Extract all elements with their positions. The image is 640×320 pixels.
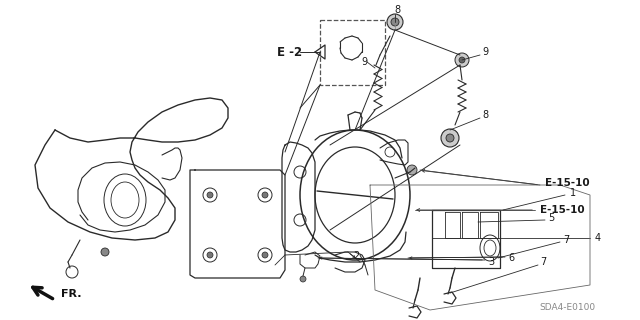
Text: E-15-10: E-15-10	[540, 205, 584, 215]
Text: FR.: FR.	[61, 289, 81, 299]
Text: E -2: E -2	[277, 45, 302, 59]
Circle shape	[387, 14, 403, 30]
Text: SDA4-E0100: SDA4-E0100	[539, 303, 595, 312]
Text: 6: 6	[508, 253, 514, 263]
Circle shape	[207, 252, 213, 258]
Circle shape	[455, 53, 469, 67]
Circle shape	[207, 192, 213, 198]
Circle shape	[391, 18, 399, 26]
Text: 8: 8	[394, 5, 400, 15]
Circle shape	[407, 165, 417, 175]
Circle shape	[300, 276, 306, 282]
Circle shape	[262, 252, 268, 258]
Text: 5: 5	[548, 213, 554, 223]
Circle shape	[459, 57, 465, 63]
Text: 8: 8	[482, 110, 488, 120]
Circle shape	[101, 248, 109, 256]
Text: E-15-10: E-15-10	[545, 178, 589, 188]
Text: 2: 2	[354, 251, 360, 261]
Text: 7: 7	[563, 235, 569, 245]
Text: 7: 7	[540, 257, 547, 267]
Circle shape	[441, 129, 459, 147]
Text: 9: 9	[361, 57, 367, 67]
Text: 3: 3	[488, 257, 494, 267]
Text: 1: 1	[570, 188, 576, 198]
Text: 4: 4	[595, 233, 601, 243]
Circle shape	[446, 134, 454, 142]
Text: 9: 9	[482, 47, 488, 57]
Circle shape	[262, 192, 268, 198]
